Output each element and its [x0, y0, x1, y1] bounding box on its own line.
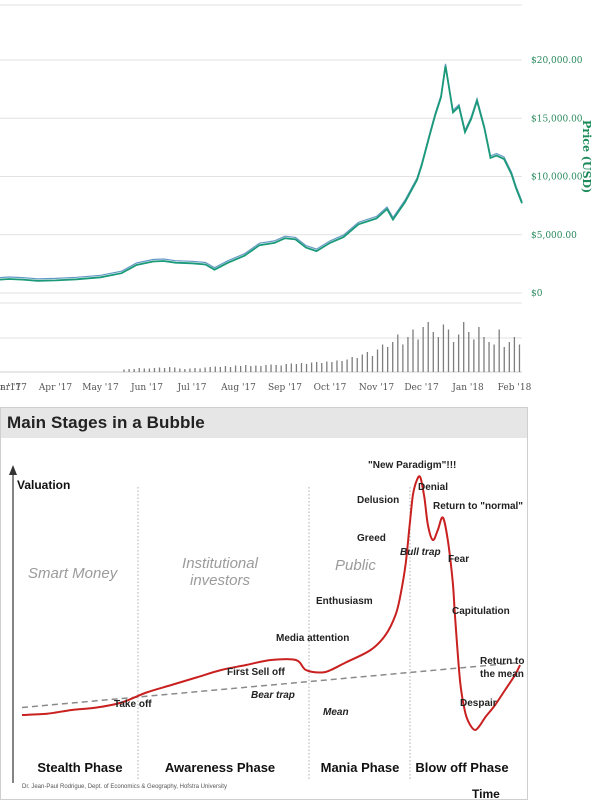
annotation: Mean — [323, 707, 349, 718]
annotation: Return to the mean — [480, 656, 524, 680]
annotation: Bull trap — [400, 547, 441, 558]
x-tick-label: Jun '17 — [130, 383, 163, 393]
annotation: Bear trap — [251, 690, 295, 701]
price-line-shadow — [0, 63, 523, 280]
y-axis-label: Valuation — [17, 478, 70, 492]
x-tick-label: Aug '17 — [220, 383, 256, 393]
annotation: Greed — [357, 533, 386, 544]
y-axis-label: Price (USD) — [580, 120, 593, 193]
group-label: Institutional investors — [182, 555, 259, 589]
annotation: Delusion — [357, 495, 399, 506]
x-tick-label: r '17 — [0, 383, 21, 393]
phase-label: Blow off Phase — [415, 760, 508, 775]
annotation: Denial — [418, 482, 448, 493]
annotation-line: the mean — [480, 669, 524, 680]
title-band — [1, 408, 527, 438]
annotation: Take off — [114, 699, 152, 710]
x-axis-label: Time — [472, 787, 500, 801]
x-tick-label: Sep '17 — [268, 383, 302, 393]
bubble-chart-panel: Main Stages in a Bubble — [0, 407, 528, 800]
bubble-chart-title: Main Stages in a Bubble — [7, 413, 205, 432]
y-tick-label: $20,000.00 — [531, 56, 583, 66]
x-tick-label: Nov '17 — [359, 383, 394, 393]
price-line — [0, 65, 523, 282]
phase-label: Mania Phase — [321, 760, 400, 775]
phase-label: Awareness Phase — [165, 760, 275, 775]
x-tick-label: Jan '18 — [451, 383, 484, 393]
mean-line — [21, 661, 521, 709]
y-tick-label: $5,000.00 — [531, 231, 577, 241]
annotation: "New Paradigm"!!! — [368, 460, 456, 471]
group-label-line: investors — [190, 572, 251, 589]
annotation: Despair — [460, 698, 497, 709]
y-tick-label: $10,000.00 — [531, 173, 583, 183]
y-tick-label: $15,000.00 — [531, 114, 583, 124]
annotation: First Sell off — [227, 667, 285, 678]
x-tick-label: Feb '18 — [498, 383, 532, 393]
annotation: Capitulation — [452, 606, 510, 617]
annotation: Enthusiasm — [316, 596, 373, 607]
btc-price-chart: $0 $5,000.00 $10,000.00 $15,000.00 $20,000.0… — [0, 4, 593, 393]
x-tick-label: May '17 — [82, 383, 119, 393]
y-tick-label: $0 — [531, 289, 543, 299]
x-tick-label: Apr '17 — [38, 383, 73, 393]
credit-text: Dr. Jean-Paul Rodrigue, Dept. of Economi… — [22, 784, 227, 790]
bubble-stages-chart: Valuation Time Dr. Jean-Paul Rodrigue, Dep… — [9, 460, 524, 801]
phase-label: Stealth Phase — [37, 760, 122, 775]
x-tick-label: Jul '17 — [176, 383, 206, 393]
group-label-line: Institutional — [182, 555, 259, 572]
x-tick-label: Oct '17 — [314, 383, 347, 393]
y-axis-arrow — [9, 465, 17, 475]
x-tick-label: Dec '17 — [404, 383, 439, 393]
valuation-curve — [21, 475, 521, 732]
annotation: Fear — [448, 554, 469, 565]
group-label: Smart Money — [28, 565, 119, 582]
annotation: Media attention — [276, 633, 349, 644]
group-label: Public — [335, 557, 376, 574]
x-tick-label: Mar '17 — [0, 383, 27, 393]
annotation-line: Return to — [480, 656, 524, 667]
annotation: Return to "normal" — [433, 501, 523, 512]
